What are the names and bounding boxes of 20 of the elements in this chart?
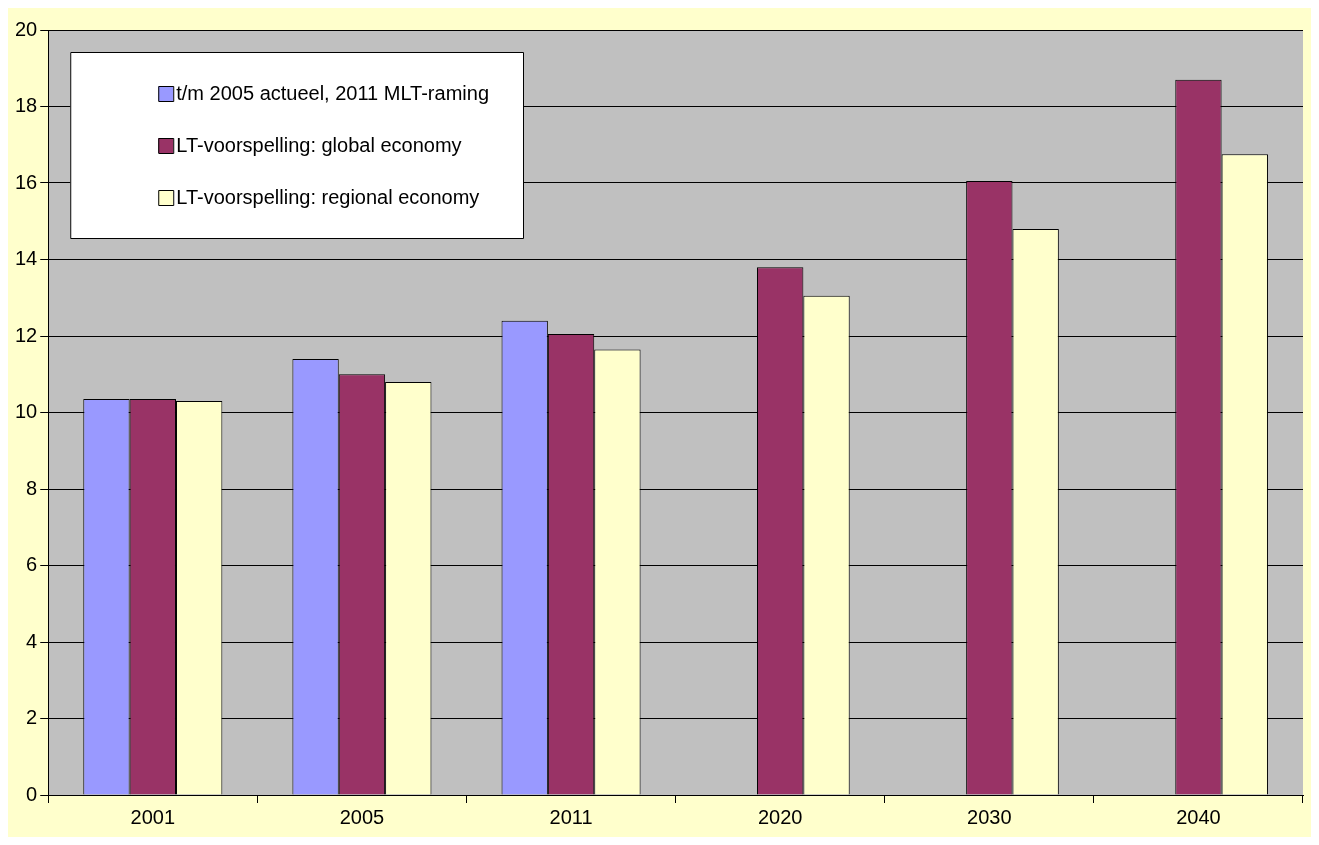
y-tick-label: 14 [15, 247, 38, 270]
y-tick-label: 6 [26, 553, 38, 576]
y-tick-label: 4 [26, 629, 38, 652]
y-tick-label: 0 [26, 782, 38, 805]
y-tick-label: 20 [15, 17, 38, 40]
x-tick-label: 2005 [339, 805, 385, 828]
x-tick-label: 2001 [130, 805, 176, 828]
x-tick-label: 2011 [549, 805, 593, 828]
y-tick-label: 8 [26, 476, 38, 499]
legend-label: LT-voorspelling: global economy [176, 133, 462, 156]
legend-label: LT-voorspelling: regional economy [176, 185, 480, 208]
x-tick-label: 2020 [757, 805, 803, 828]
y-tick-label: 16 [15, 170, 38, 193]
y-tick-label: 12 [15, 323, 38, 346]
y-tick-label: 2 [26, 706, 38, 729]
x-tick-label: 2040 [1176, 805, 1221, 828]
y-tick-label: 18 [15, 94, 38, 117]
legend-label: t/m 2005 actueel, 2011 MLT-raming [176, 81, 490, 104]
y-tick-label: 10 [15, 400, 38, 423]
x-tick-label: 2030 [967, 805, 1012, 828]
